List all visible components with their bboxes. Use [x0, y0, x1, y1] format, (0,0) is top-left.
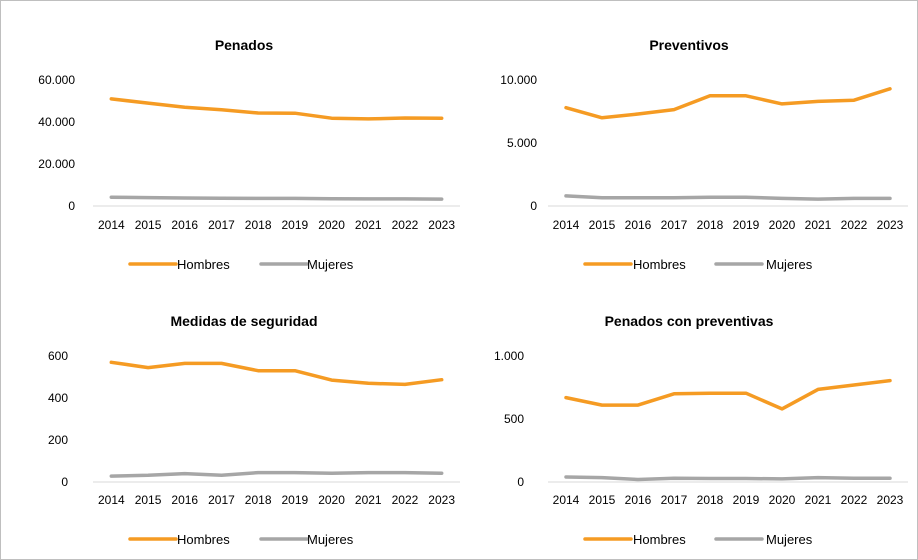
y-tick-label: 600 [48, 349, 68, 363]
y-tick-label: 400 [48, 391, 68, 405]
x-tick-label: 2022 [841, 218, 868, 232]
legend-label-hombres: Hombres [633, 532, 686, 547]
x-tick-label: 2015 [135, 493, 162, 507]
legend-label-mujeres: Mujeres [766, 532, 813, 547]
series-line-hombres [109, 360, 444, 387]
x-tick-label: 2016 [625, 218, 652, 232]
x-tick-label: 2014 [553, 218, 580, 232]
x-tick-label: 2018 [245, 218, 272, 232]
y-tick-label: 5.000 [507, 136, 537, 150]
x-tick-label: 2016 [625, 493, 652, 507]
y-tick-label: 20.000 [38, 157, 75, 171]
y-tick-label: 60.000 [38, 73, 75, 87]
x-tick-label: 2019 [733, 218, 760, 232]
x-tick-label: 2017 [661, 218, 688, 232]
x-tick-label: 2021 [805, 493, 832, 507]
x-tick-label: 2017 [208, 493, 235, 507]
y-tick-label: 0 [517, 475, 524, 489]
chart-title: Medidas de seguridad [170, 313, 317, 329]
x-tick-label: 2015 [589, 218, 616, 232]
chart-title: Penados [215, 37, 274, 53]
y-tick-label: 0 [68, 199, 75, 213]
series-line-mujeres [109, 470, 444, 478]
x-tick-label: 2014 [98, 493, 125, 507]
x-tick-label: 2022 [392, 218, 419, 232]
legend-label-hombres: Hombres [177, 532, 230, 547]
y-tick-label: 0 [530, 199, 537, 213]
legend-label-hombres: Hombres [633, 257, 686, 272]
y-tick-label: 1.000 [494, 349, 524, 363]
x-tick-label: 2022 [841, 493, 868, 507]
series-line-mujeres [564, 475, 892, 482]
x-tick-label: 2018 [697, 493, 724, 507]
series-line-hombres [564, 378, 892, 411]
x-tick-label: 2021 [805, 218, 832, 232]
x-tick-label: 2015 [135, 218, 162, 232]
x-tick-label: 2016 [171, 218, 198, 232]
legend-label-mujeres: Mujeres [307, 532, 354, 547]
y-tick-label: 10.000 [500, 73, 537, 87]
chart-3: Medidas de seguridad 0 200 400 600 2014 2015 20… [48, 313, 460, 547]
series-line-hombres [109, 97, 444, 121]
x-tick-label: 2019 [281, 493, 308, 507]
x-tick-label: 2020 [769, 218, 796, 232]
x-tick-label: 2017 [661, 493, 688, 507]
x-tick-label: 2021 [355, 493, 382, 507]
legend-label-mujeres: Mujeres [766, 257, 813, 272]
series-line-mujeres [564, 194, 892, 201]
x-tick-label: 2014 [98, 218, 125, 232]
legend-label-hombres: Hombres [177, 257, 230, 272]
x-tick-label: 2016 [171, 493, 198, 507]
x-tick-label: 2020 [318, 493, 345, 507]
x-tick-label: 2014 [553, 493, 580, 507]
x-tick-label: 2023 [877, 493, 904, 507]
x-tick-label: 2021 [355, 218, 382, 232]
x-tick-label: 2022 [392, 493, 419, 507]
y-tick-label: 40.000 [38, 115, 75, 129]
chart-2: Preventivos 0 5.000 10.000 2014 2015 2016 2017 2… [500, 37, 908, 272]
x-tick-label: 2017 [208, 218, 235, 232]
y-tick-label: 500 [504, 412, 524, 426]
chart-title: Preventivos [649, 37, 729, 53]
x-tick-label: 2019 [281, 218, 308, 232]
x-tick-label: 2019 [733, 493, 760, 507]
series-line-mujeres [109, 195, 444, 201]
y-tick-label: 200 [48, 433, 68, 447]
x-tick-label: 2015 [589, 493, 616, 507]
x-tick-label: 2023 [428, 218, 455, 232]
chart-4: Penados con preventivas 0 500 1.000 2014 2015… [494, 313, 908, 547]
x-tick-label: 2020 [318, 218, 345, 232]
legend-label-mujeres: Mujeres [307, 257, 354, 272]
x-tick-label: 2023 [428, 493, 455, 507]
chart-1: Penados 0 20.000 40.000 60.000 2014 2015 2016 20… [38, 37, 460, 272]
x-tick-label: 2018 [697, 218, 724, 232]
series-line-hombres [564, 87, 892, 120]
x-tick-label: 2023 [877, 218, 904, 232]
x-tick-label: 2018 [245, 493, 272, 507]
y-tick-label: 0 [61, 475, 68, 489]
x-tick-label: 2020 [769, 493, 796, 507]
chart-title: Penados con preventivas [605, 313, 774, 329]
